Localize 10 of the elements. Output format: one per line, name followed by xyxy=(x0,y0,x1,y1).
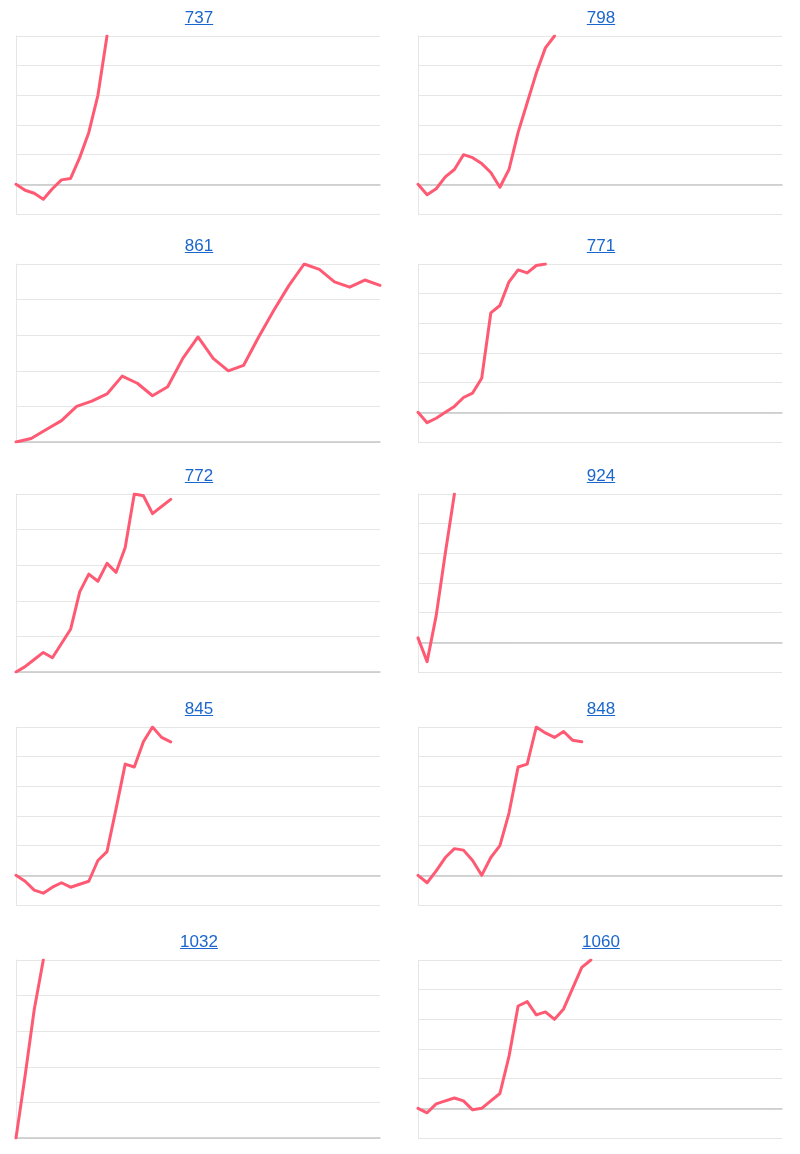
chart-title: 1032 xyxy=(180,932,218,951)
chart-title: 861 xyxy=(184,236,214,255)
chart-title: 737 xyxy=(184,8,214,27)
chart-title: 1060 xyxy=(582,932,620,951)
chart-title: 848 xyxy=(586,699,616,718)
chart-title: 798 xyxy=(586,8,616,27)
chart-title: 771 xyxy=(586,236,616,255)
chart-title: 924 xyxy=(586,466,616,485)
chart-title: 772 xyxy=(184,466,214,485)
chart-title: 845 xyxy=(184,699,214,718)
